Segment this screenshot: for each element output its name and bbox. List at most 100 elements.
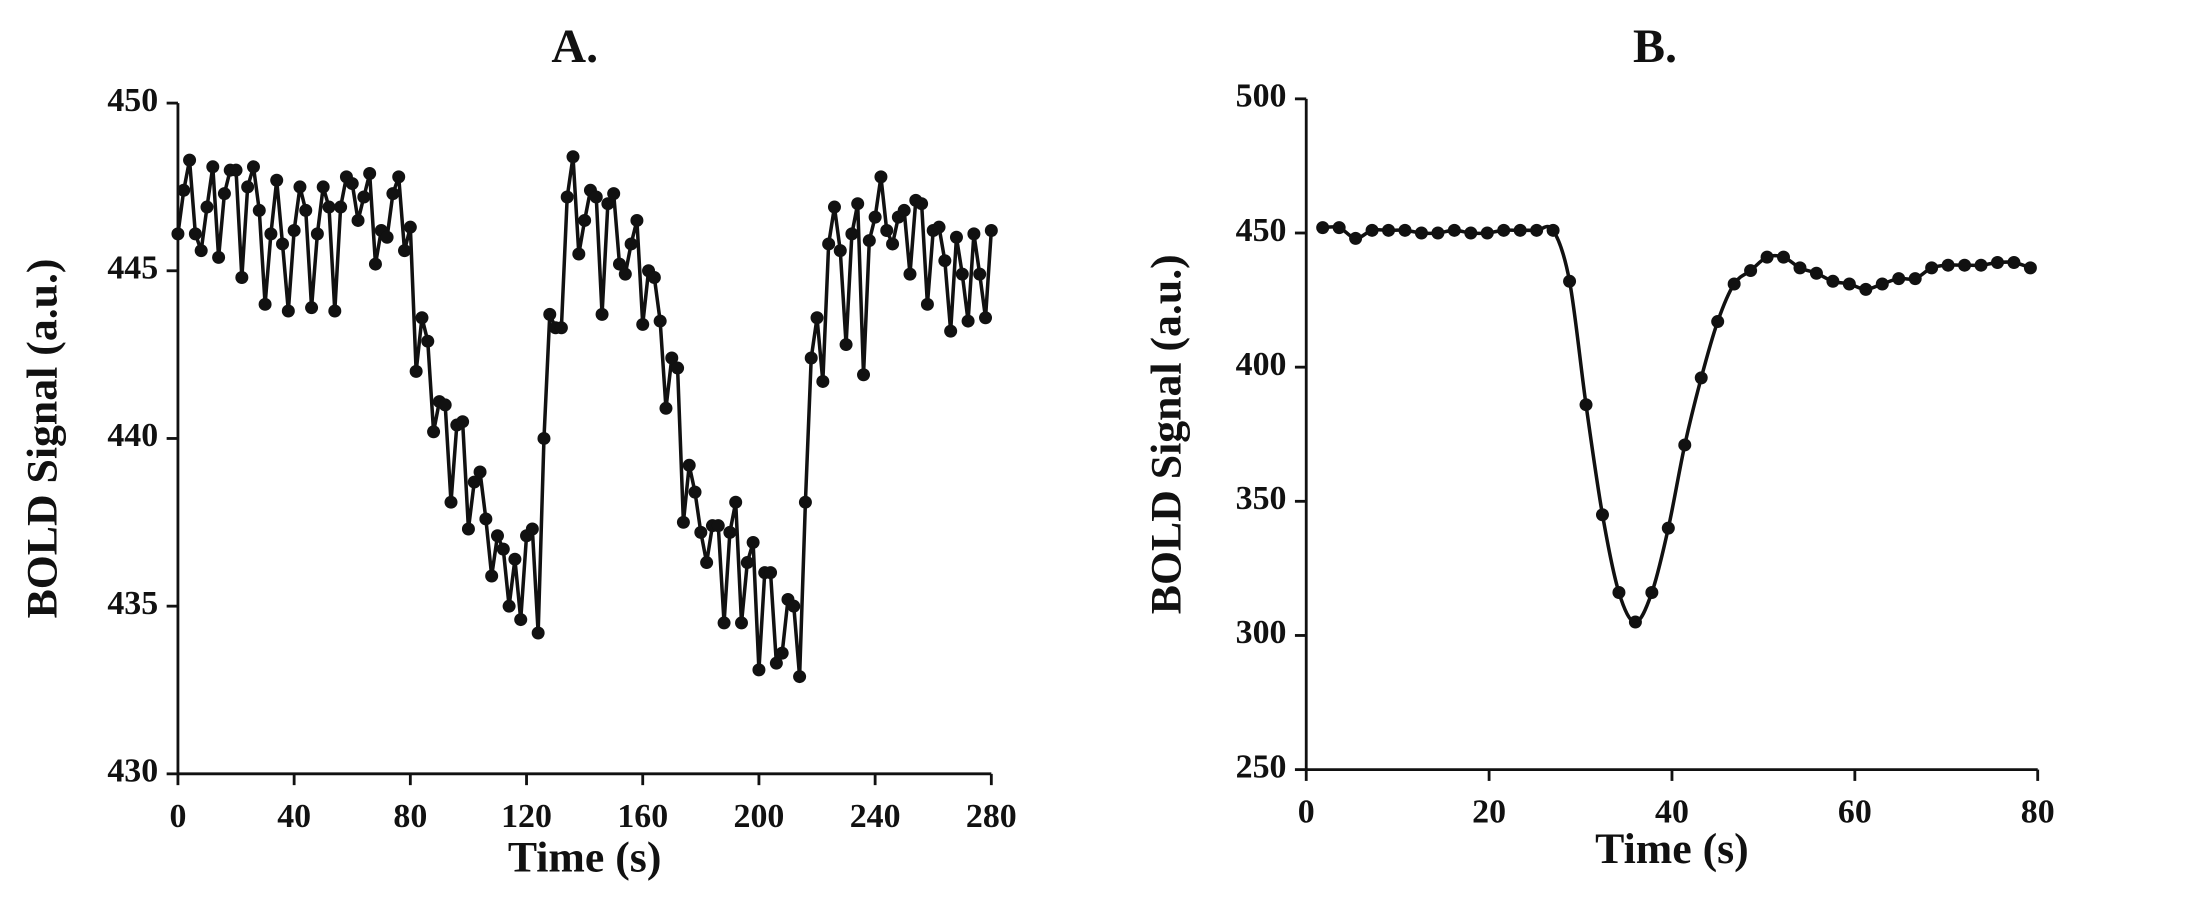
marker (485, 569, 499, 583)
marker (299, 203, 313, 217)
marker (851, 197, 865, 211)
marker (665, 351, 679, 365)
marker (659, 401, 673, 415)
marker (1925, 261, 1939, 275)
x-tick-label: 40 (1655, 794, 1689, 831)
y-tick-label: 445 (107, 250, 158, 287)
marker (281, 304, 295, 318)
marker (1513, 223, 1527, 237)
marker (560, 190, 574, 204)
marker (612, 257, 626, 271)
marker (775, 646, 789, 660)
marker (357, 190, 371, 204)
marker (723, 525, 737, 539)
marker (973, 267, 987, 281)
marker (827, 200, 841, 214)
marker (1990, 256, 2004, 270)
marker (624, 237, 638, 251)
marker (1744, 264, 1758, 278)
marker (862, 234, 876, 248)
marker (473, 465, 487, 479)
marker (944, 324, 958, 338)
marker (961, 314, 975, 328)
marker (444, 495, 458, 509)
marker (1727, 277, 1741, 291)
marker (171, 227, 185, 241)
marker (206, 160, 220, 174)
marker (194, 244, 208, 258)
marker (1859, 282, 1873, 296)
marker (1974, 258, 1988, 272)
marker (897, 203, 911, 217)
y-tick-label: 400 (1236, 346, 1287, 383)
marker (1563, 274, 1577, 288)
x-tick-label: 280 (966, 798, 1017, 835)
marker (1546, 223, 1560, 237)
x-tick-label: 40 (277, 798, 311, 835)
marker (618, 267, 632, 281)
x-tick-label: 160 (617, 798, 668, 835)
marker (316, 180, 330, 194)
marker (531, 626, 545, 640)
x-tick-label: 20 (1472, 794, 1506, 831)
marker (636, 317, 650, 331)
marker (1431, 226, 1445, 240)
marker (595, 307, 609, 321)
marker (177, 183, 191, 197)
marker (735, 616, 748, 630)
marker (1793, 261, 1807, 275)
chart-title: A. (551, 20, 598, 73)
marker (1760, 250, 1774, 264)
marker (328, 304, 342, 318)
marker (1497, 223, 1511, 237)
marker (717, 616, 731, 630)
marker (1595, 508, 1609, 522)
marker (601, 197, 615, 211)
y-tick-label: 435 (107, 585, 158, 622)
marker (368, 257, 382, 271)
y-tick-label: 250 (1236, 748, 1287, 785)
marker (456, 415, 470, 429)
marker (188, 227, 202, 241)
marker (653, 314, 667, 328)
x-tick-label: 80 (393, 798, 427, 835)
marker (461, 522, 475, 536)
marker (886, 237, 900, 251)
marker (676, 515, 690, 529)
marker (293, 180, 307, 194)
marker (1464, 226, 1478, 240)
marker (200, 200, 214, 214)
marker (351, 213, 365, 227)
marker (630, 213, 644, 227)
marker (868, 210, 882, 224)
marker (647, 270, 661, 284)
marker (310, 227, 324, 241)
marker (1842, 277, 1856, 291)
marker (804, 351, 818, 365)
marker (525, 522, 539, 536)
marker (816, 374, 830, 388)
marker (938, 254, 952, 268)
marker (607, 187, 621, 201)
marker (235, 270, 249, 284)
marker (694, 525, 708, 539)
marker (671, 361, 685, 375)
marker (1892, 272, 1906, 286)
marker (845, 227, 859, 241)
marker (392, 170, 406, 184)
marker (543, 307, 557, 321)
marker (589, 190, 603, 204)
line (1322, 224, 2031, 624)
marker (287, 224, 301, 238)
marker (229, 163, 243, 177)
marker (787, 599, 801, 613)
marker (967, 227, 981, 241)
marker (415, 311, 429, 325)
x-tick-label: 0 (169, 798, 186, 835)
marker (386, 187, 400, 201)
x-tick-label: 120 (501, 798, 552, 835)
y-tick-label: 430 (107, 753, 158, 790)
marker (334, 200, 348, 214)
marker (264, 227, 278, 241)
marker (479, 512, 493, 526)
